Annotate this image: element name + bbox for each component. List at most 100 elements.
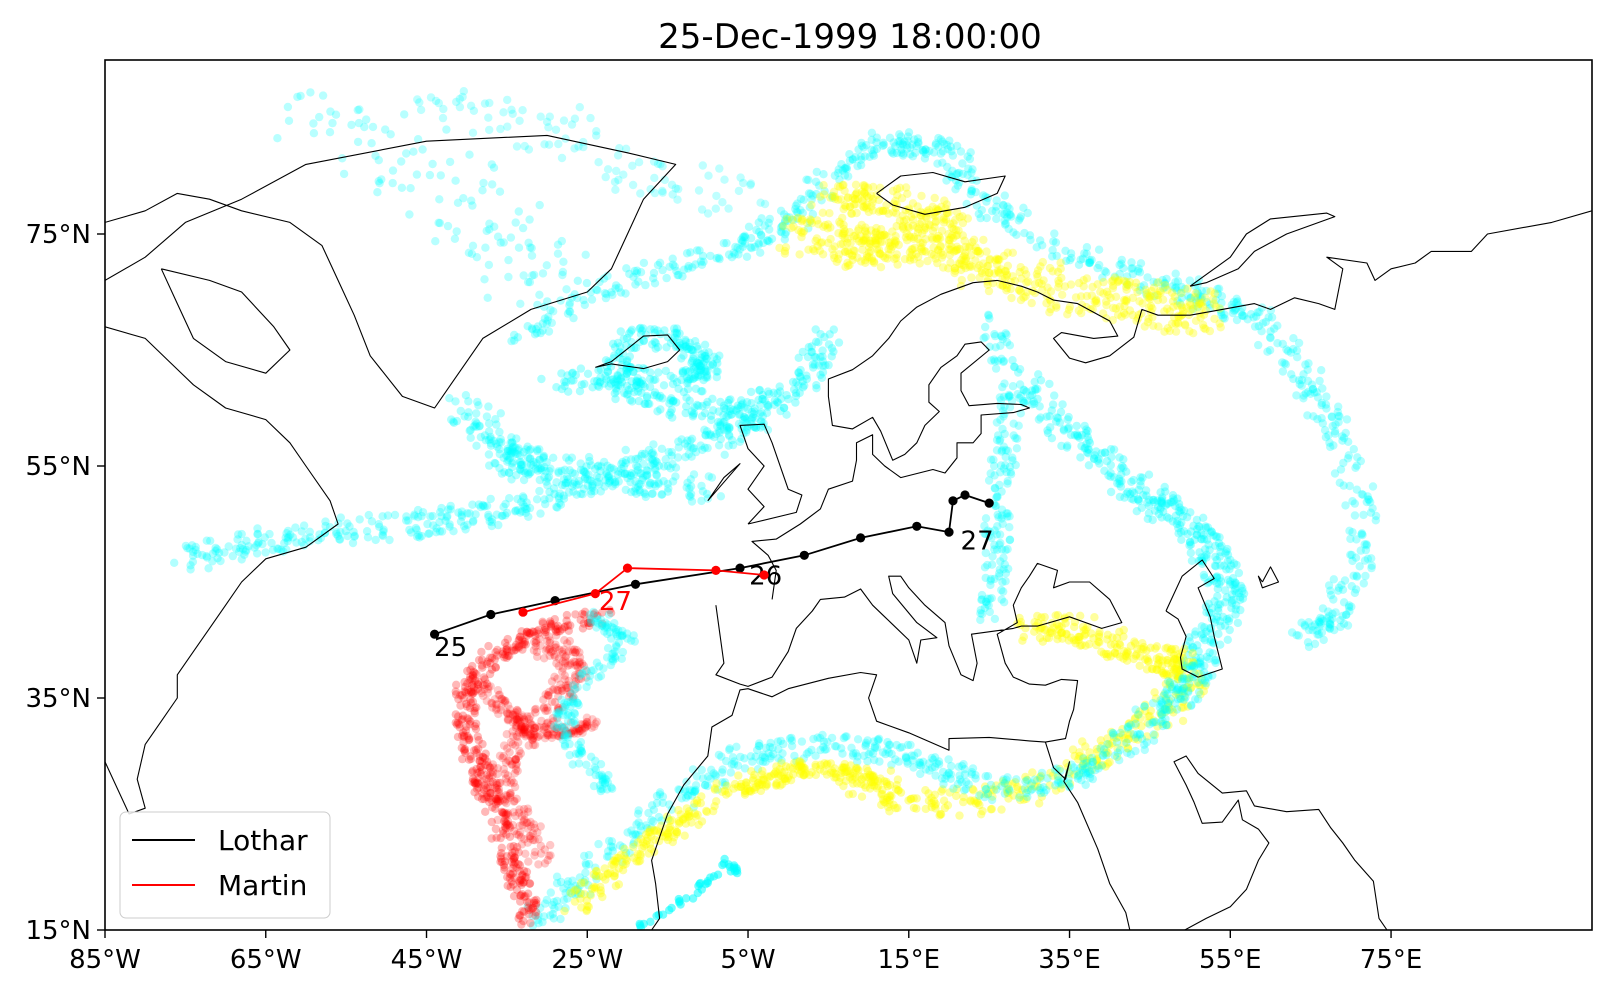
air-parcel-dot [678,368,688,377]
air-parcel-dot [604,478,613,488]
air-parcel-dot [568,368,577,377]
air-parcel-dot [666,464,675,473]
air-parcel-dot [995,569,1004,578]
air-parcel-dot [811,353,821,362]
air-parcel-dot [514,207,523,216]
air-parcel-dot [632,269,641,278]
air-parcel-dot [601,875,610,884]
air-parcel-dot [1005,786,1014,795]
air-parcel-dot [332,529,341,539]
air-parcel-dot [555,498,564,508]
air-parcel-dot [686,475,695,484]
air-parcel-dot [628,161,637,170]
air-parcel-dot [643,399,653,408]
air-parcel-dot [693,810,702,819]
air-parcel-dot [742,414,751,423]
air-parcel-dot [966,797,975,806]
air-parcel-dot [723,398,733,408]
air-parcel-dot [746,179,756,188]
air-parcel-dot [778,749,787,758]
air-parcel-dot [816,330,825,339]
air-parcel-dot [1196,659,1205,669]
air-parcel-dot [1066,430,1076,440]
air-parcel-dot [465,703,475,713]
air-parcel-dot [466,433,475,442]
air-parcel-dot [536,509,545,518]
air-parcel-dot [516,508,525,517]
air-parcel-dot [267,538,276,548]
air-parcel-dot [428,159,437,169]
air-parcel-dot [645,481,654,490]
air-parcel-dot [807,200,816,210]
air-parcel-dot [892,250,901,259]
air-parcel-dot [681,337,690,346]
air-parcel-dot [1045,379,1054,389]
air-parcel-dot [250,543,259,552]
air-parcel-dot [637,469,646,478]
air-parcel-dot [650,337,659,347]
air-parcel-dot [669,336,678,345]
air-parcel-dot [537,466,546,475]
air-parcel-dot [628,180,638,190]
air-parcel-dot [1027,298,1036,308]
air-parcel-dot [1013,434,1022,443]
air-parcel-dot [595,378,604,387]
air-parcel-dot [633,454,643,463]
air-parcel-dot [485,98,494,108]
air-parcel-dot [682,402,691,411]
air-parcel-dot [714,253,723,262]
air-parcel-dot [1294,376,1304,385]
air-parcel-dot [564,475,573,484]
air-parcel-dot [611,185,620,194]
air-parcel-dot [610,177,620,187]
air-parcel-dot [443,221,453,231]
air-parcel-dot [486,439,496,448]
air-parcel-dot [532,495,542,504]
air-parcel-dot [794,368,803,377]
air-parcel-dot [678,368,687,378]
air-parcel-dot [646,478,655,488]
air-parcel-dot [507,463,517,472]
air-parcel-dot [594,366,603,375]
air-parcel-dot [1056,407,1066,417]
air-parcel-dot [1232,560,1241,570]
air-parcel-dot [616,381,625,390]
air-parcel-dot [632,378,641,387]
air-parcel-dot [206,536,215,545]
air-parcel-dot [282,529,291,538]
air-parcel-dot [946,258,955,267]
air-parcel-dot [576,459,585,468]
air-parcel-dot [629,470,638,479]
air-parcel-dot [1350,511,1360,520]
air-parcel-dot [508,443,517,452]
air-parcel-dot [1003,202,1012,211]
air-parcel-dot [795,388,804,398]
air-parcel-dot [759,419,768,428]
air-parcel-dot [508,459,517,468]
air-parcel-dot [819,742,828,752]
air-parcel-dot [936,242,946,251]
air-parcel-dot [432,524,441,533]
air-parcel-dot [1036,262,1045,271]
air-parcel-dot [254,537,263,547]
air-parcel-dot [601,476,610,485]
air-parcel-dot [701,373,711,382]
air-parcel-dot [435,218,445,228]
air-parcel-dot [818,250,828,259]
air-parcel-dot [1352,461,1362,470]
air-parcel-dot [689,354,698,363]
air-parcel-dot [637,451,646,461]
air-parcel-dot [402,512,411,521]
air-parcel-dot [525,215,534,224]
air-parcel-dot [1099,289,1108,298]
air-parcel-dot [894,786,903,795]
air-parcel-dot [252,549,262,558]
air-parcel-dot [495,445,504,454]
air-parcel-dot [1171,277,1180,287]
air-parcel-dot [706,251,715,261]
air-parcel-dot [301,534,310,543]
air-parcel-dot [468,517,478,527]
air-parcel-dot [508,447,518,456]
air-parcel-dot [237,529,246,539]
air-parcel-dot [478,500,487,510]
